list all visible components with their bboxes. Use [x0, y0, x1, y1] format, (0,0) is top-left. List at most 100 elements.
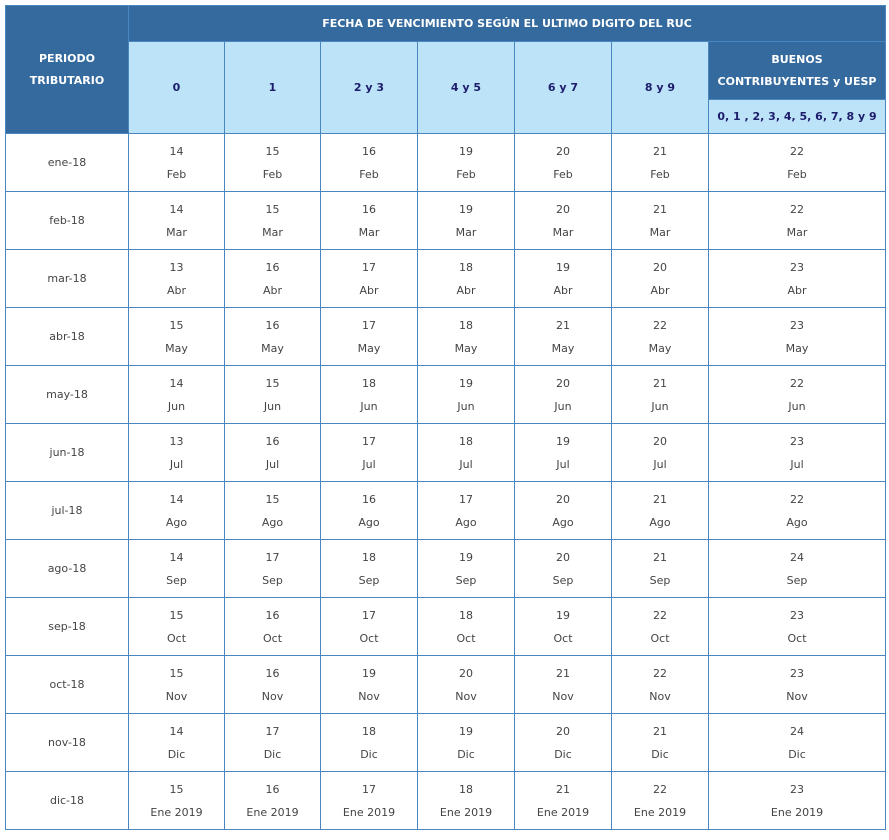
day: 20 — [556, 144, 570, 158]
day: 16 — [362, 202, 376, 216]
date-cell: 20 Ago — [514, 481, 612, 540]
month: Oct — [359, 631, 379, 645]
date-cell: 16 Feb — [320, 133, 418, 192]
date-cell: 21 Mar — [611, 191, 709, 250]
day: 17 — [362, 318, 376, 332]
date-cell: 15 May — [128, 307, 225, 366]
date-cell: 21 Ago — [611, 481, 709, 540]
month: Jun — [360, 399, 378, 413]
month: Jul — [459, 457, 473, 471]
period-cell: nov-18 — [5, 713, 129, 772]
date-cell: 16 May — [224, 307, 321, 366]
day: 22 — [653, 318, 667, 332]
day: 22 — [790, 144, 804, 158]
date-cell: 23 Oct — [708, 597, 886, 656]
month: Sep — [552, 573, 574, 587]
day: 19 — [459, 144, 473, 158]
date-cell: 23 Nov — [708, 655, 886, 714]
day: 20 — [556, 202, 570, 216]
month: Sep — [649, 573, 671, 587]
month: Abr — [166, 283, 187, 297]
day: 17 — [265, 724, 280, 738]
day: 20 — [556, 376, 570, 390]
date-cell: 19 Mar — [417, 191, 515, 250]
date-cell: 14 Jun — [128, 365, 225, 424]
month: Ene 2019 — [246, 805, 299, 819]
month: Jun — [167, 399, 186, 413]
period-cell: ene-18 — [5, 133, 129, 192]
day: 22 — [790, 376, 804, 390]
month: Jun — [788, 399, 806, 413]
title-header: FECHA DE VENCIMIENTO SEGÚN EL ULTIMO DIG… — [128, 5, 886, 42]
good-digits-header: 0, 1 , 2, 3, 4, 5, 6, 7, 8 y 9 — [708, 99, 886, 134]
day: 20 — [556, 492, 570, 506]
day: 18 — [459, 782, 473, 796]
day: 21 — [653, 202, 667, 216]
month: Nov — [261, 689, 284, 703]
month: Ene 2019 — [536, 805, 590, 819]
month: Abr — [553, 283, 573, 297]
month: Abr — [359, 283, 379, 297]
day: 15 — [265, 492, 280, 506]
date-cell: 21 Ene 2019 — [514, 771, 612, 830]
date-cell: 16 Nov — [224, 655, 321, 714]
day: 16 — [265, 608, 280, 622]
date-cell: 18 Abr — [417, 249, 515, 308]
month: Oct — [787, 631, 807, 645]
day: 24 — [790, 550, 804, 564]
day: 18 — [459, 318, 473, 332]
date-cell: 17 Ene 2019 — [320, 771, 418, 830]
month: Dic — [788, 747, 806, 761]
day: 24 — [790, 724, 804, 738]
month: Abr — [650, 283, 670, 297]
date-cell: 23 Jul — [708, 423, 886, 482]
day: 22 — [653, 608, 667, 622]
day: 19 — [459, 724, 473, 738]
date-cell: 16 Ene 2019 — [224, 771, 321, 830]
month: May — [261, 341, 284, 355]
month: Dic — [457, 747, 475, 761]
day: 20 — [653, 260, 667, 274]
data-row: may-18 14 Jun 15 Jun 18 Jun 19 Jun 20 Jun 21 Jun 22 Ju… — [5, 365, 886, 424]
day: 23 — [790, 318, 804, 332]
month: Feb — [456, 167, 476, 181]
month: Ene 2019 — [770, 805, 824, 819]
due-date-table: PERIODO TRIBUTARIO FECHA DE VENCIMIENTO S… — [5, 5, 886, 830]
day: 14 — [169, 376, 184, 390]
date-cell: 22 Nov — [611, 655, 709, 714]
date-cell: 20 Feb — [514, 133, 612, 192]
month: Dic — [167, 747, 186, 761]
month: May — [785, 341, 809, 355]
good-taxpayers-header: BUENOS CONTRIBUYENTES y UESP — [708, 41, 886, 100]
month: Ago — [552, 515, 574, 529]
date-cell: 24 Sep — [708, 539, 886, 598]
data-row: oct-18 15 Nov 16 Nov 19 Nov 20 Nov 21 Nov 22 Nov 23 No… — [5, 655, 886, 714]
month: Jun — [554, 399, 572, 413]
day: 16 — [265, 260, 280, 274]
date-cell: 23 May — [708, 307, 886, 366]
month: Ago — [261, 515, 284, 529]
month: Jun — [457, 399, 475, 413]
month: Abr — [787, 283, 807, 297]
day: 22 — [790, 492, 804, 506]
date-cell: 18 Jul — [417, 423, 515, 482]
period-cell: oct-18 — [5, 655, 129, 714]
day: 22 — [653, 666, 667, 680]
month: Sep — [358, 573, 380, 587]
date-cell: 15 Feb — [224, 133, 321, 192]
day: 21 — [653, 724, 667, 738]
day: 21 — [653, 144, 667, 158]
month: Nov — [552, 689, 574, 703]
day: 17 — [362, 434, 376, 448]
month: Ene 2019 — [342, 805, 396, 819]
date-cell: 17 Ago — [417, 481, 515, 540]
day: 16 — [362, 144, 376, 158]
day: 13 — [169, 260, 184, 274]
day: 14 — [169, 144, 184, 158]
day: 18 — [362, 550, 376, 564]
date-cell: 17 Abr — [320, 249, 418, 308]
date-cell: 21 Jun — [611, 365, 709, 424]
month: Feb — [262, 167, 283, 181]
date-cell: 18 Ene 2019 — [417, 771, 515, 830]
day: 17 — [362, 782, 376, 796]
